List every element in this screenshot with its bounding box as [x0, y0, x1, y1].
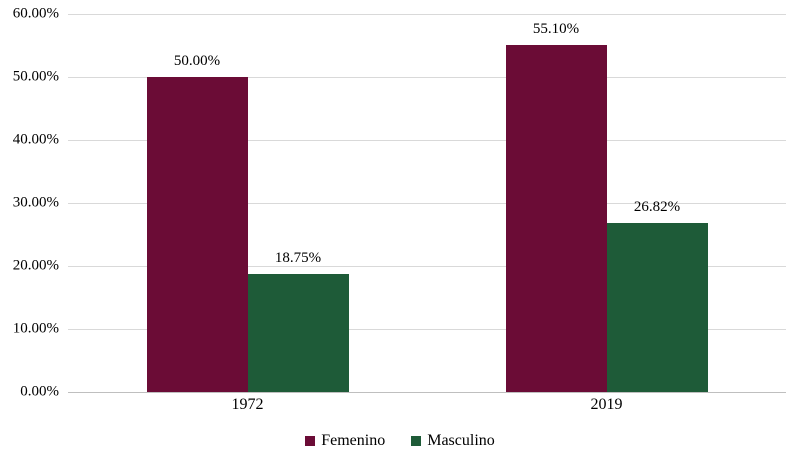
bar-value-label: 55.10% [532, 20, 580, 37]
y-tick-label: 30.00% [12, 194, 59, 211]
x-axis-line [68, 392, 786, 393]
legend-label: Masculino [427, 432, 495, 449]
legend-item-masculino: Masculino [411, 432, 495, 450]
plot-area: 50.00% 18.75% 55.10% 26.82% [68, 14, 786, 393]
y-tick-label: 60.00% [12, 5, 59, 22]
y-tick-label: 50.00% [12, 68, 59, 85]
bar-group-1972: 50.00% 18.75% [68, 14, 427, 392]
bar-femenino-1972: 50.00% [146, 53, 248, 392]
bar-value-label: 26.82% [633, 199, 681, 216]
bar-masculino-2019: 26.82% [606, 199, 708, 392]
legend-swatch-icon [411, 436, 422, 446]
gridline [68, 329, 786, 330]
legend-label: Femenino [321, 432, 386, 449]
bar-group-2019: 55.10% 26.82% [427, 14, 786, 392]
y-tick-label: 10.00% [12, 320, 59, 337]
gridline [68, 203, 786, 204]
y-tick-label: 20.00% [12, 257, 59, 274]
bar-masculino-1972: 18.75% [247, 250, 349, 392]
legend: Femenino Masculino [0, 432, 800, 450]
x-axis: 1972 2019 [68, 396, 786, 414]
bar-value-label: 18.75% [274, 249, 322, 266]
x-tick-label-2019: 2019 [590, 396, 623, 413]
legend-swatch-icon [305, 436, 316, 446]
gridline [68, 14, 786, 15]
legend-item-femenino: Femenino [305, 432, 385, 450]
bar-femenino-2019: 55.10% [505, 21, 607, 392]
gridline [68, 140, 786, 141]
y-tick-label: 40.00% [12, 131, 59, 148]
bar-groups: 50.00% 18.75% 55.10% 26.82% [68, 14, 786, 392]
bar-value-label: 50.00% [173, 53, 221, 69]
gridline [68, 266, 786, 267]
gridline [68, 77, 786, 78]
y-tick-label: 0.00% [20, 383, 59, 400]
x-tick-label-1972: 1972 [231, 396, 264, 413]
